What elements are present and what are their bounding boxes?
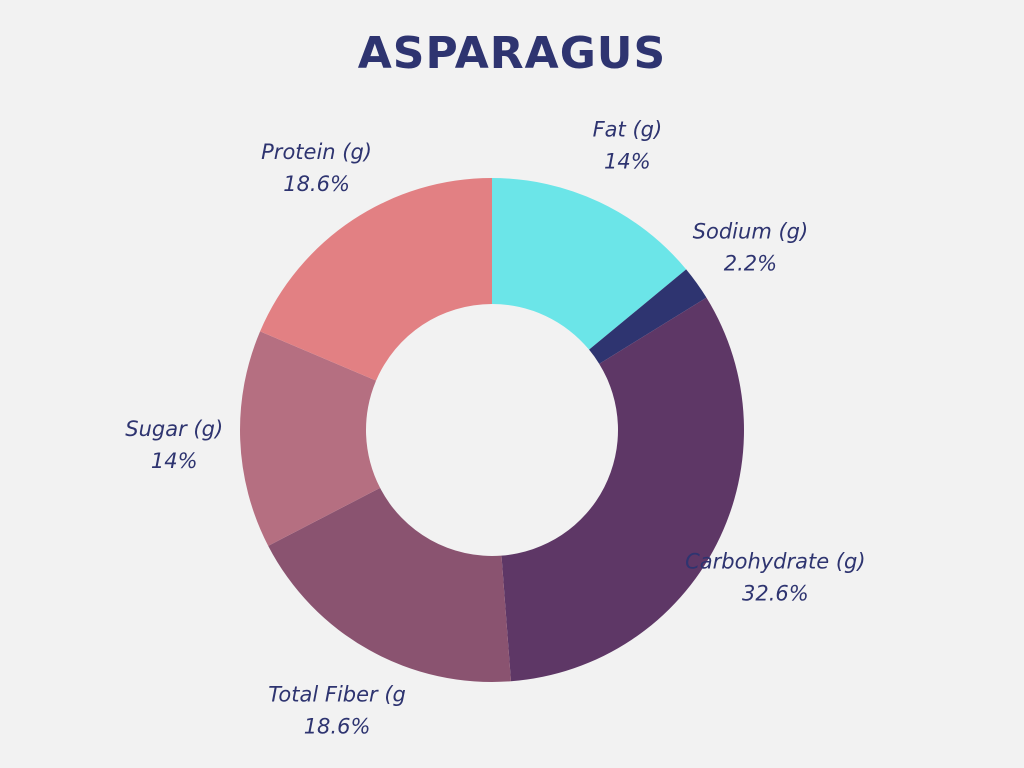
slice-label-2: Carbohydrate (g) 32.6% [685,549,865,605]
slice-label-0: Fat (g) 14% [593,117,663,173]
slice-percent-0: 14% [604,149,651,173]
donut-slice-2 [501,297,745,682]
donut-slice-0 [492,178,687,350]
donut-slice-3 [268,487,511,682]
slice-percent-4: 14% [151,449,198,473]
slice-label-4: Sugar (g) 14% [125,417,223,473]
slice-name-2: Carbohydrate (g) [685,549,865,573]
slice-name-0: Fat (g) [593,117,663,141]
slice-name-4: Sugar (g) [125,417,223,441]
donut-slice-1 [589,269,707,364]
slice-name-5: Protein (g) [261,140,372,164]
donut-slice-5 [260,178,492,381]
slice-label-5: Protein (g) 18.6% [261,140,372,196]
slice-percent-2: 32.6% [742,581,809,605]
slice-percent-5: 18.6% [283,172,350,196]
slice-label-3: Total Fiber (g 18.6% [268,683,406,739]
donut-slice-4 [239,331,381,546]
slice-percent-1: 2.2% [724,252,777,276]
slice-name-3: Total Fiber (g [268,683,406,707]
slice-percent-3: 18.6% [304,715,371,739]
slice-name-1: Sodium (g) [693,220,809,244]
slice-label-1: Sodium (g) 2.2% [693,220,809,276]
chart-title: ASPARAGUS [357,28,667,79]
